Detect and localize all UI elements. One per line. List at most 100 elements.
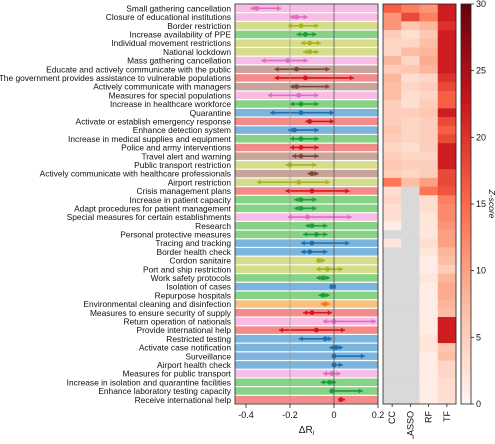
arrow-high	[325, 292, 330, 298]
mean-point	[329, 371, 335, 376]
heatmap-cell	[383, 30, 402, 40]
arrow-low	[294, 205, 299, 211]
heatmap-cell	[383, 160, 402, 170]
heatmap-cell	[419, 30, 439, 40]
heatmap-cell	[383, 4, 402, 13]
row-label: Actively communicate with healthcare pro…	[40, 169, 231, 179]
arrow-low	[250, 5, 255, 11]
heatmap-cell	[383, 377, 402, 387]
row-band	[235, 4, 378, 13]
heatmap-cell	[383, 325, 402, 335]
heatmap-cell	[383, 21, 402, 31]
arrow-low	[290, 14, 294, 20]
heatmap-cell	[401, 334, 420, 344]
arrow-high	[303, 58, 308, 64]
heatmap-cell	[437, 30, 457, 40]
colorbar-step	[461, 357, 471, 365]
mean-point	[294, 66, 299, 72]
heatmap-cell	[401, 160, 420, 170]
mean-point	[294, 84, 299, 90]
colorbar-step	[461, 64, 471, 72]
heatmap-cell	[401, 186, 420, 196]
heatmap-cell	[437, 99, 457, 109]
heatmap-cell	[437, 12, 457, 22]
arrow-high	[314, 153, 319, 159]
arrow-low	[257, 179, 261, 185]
colorbar-step	[461, 104, 471, 112]
heatmap-cell	[401, 4, 420, 13]
heatmap-col-label: CC	[387, 411, 397, 424]
heatmap-cell	[401, 108, 420, 118]
mean-point	[338, 397, 343, 403]
heatmap-cell	[437, 73, 457, 83]
row-label: The government provides assistance to vu…	[0, 73, 231, 83]
colorbar-step	[461, 204, 471, 212]
row-label: Increase in patient capacity	[130, 195, 232, 205]
arrow-low	[323, 371, 327, 377]
arrow-high	[314, 171, 319, 177]
heatmap-cell	[401, 238, 420, 248]
heatmap-cell	[437, 238, 457, 248]
heatmap-cell	[401, 143, 420, 153]
heatmap-cell	[437, 204, 457, 213]
heatmap-cell	[401, 117, 420, 127]
arrow-high	[358, 388, 363, 394]
heatmap-cell	[419, 117, 439, 127]
heatmap-cell	[437, 377, 457, 387]
heatmap-cell	[383, 212, 402, 222]
heatmap-cell	[437, 56, 457, 66]
heatmap-cell	[419, 82, 439, 92]
mean-point	[298, 23, 304, 29]
heatmap-cell	[437, 125, 457, 135]
row-label: Increase in healthcare workforce	[110, 99, 231, 109]
heatmap-cell	[419, 317, 439, 327]
heatmap-cell	[401, 247, 420, 257]
x-axis-label-subscript: i	[313, 430, 315, 437]
colorbar-step	[461, 384, 471, 392]
heatmap-cell	[383, 90, 402, 100]
heatmap-cell	[383, 56, 402, 66]
row-label: Enhance laboratory testing capacity	[98, 386, 231, 396]
heatmap-cell	[419, 273, 439, 283]
row-label: Cordon sanitaire	[170, 256, 232, 266]
heatmap-cell	[419, 108, 439, 118]
heatmap-cell	[401, 177, 420, 187]
mean-point	[307, 49, 313, 55]
x-tick-label: -0.2	[282, 410, 298, 420]
heatmap-cell	[383, 73, 402, 83]
arrow-high	[345, 240, 350, 246]
heatmap-cell	[419, 38, 439, 48]
heatmap-cell	[419, 56, 439, 66]
heatmap-cell	[401, 256, 420, 266]
heatmap-cell	[437, 90, 457, 100]
heatmap-cell	[383, 351, 402, 361]
heatmap-cell	[383, 264, 402, 274]
arrow-low	[301, 240, 305, 246]
colorbar-step	[461, 297, 471, 305]
heatmap-cell	[437, 282, 457, 292]
colorbar-step	[461, 264, 471, 272]
heatmap-cell	[383, 273, 402, 283]
arrow-low	[270, 110, 275, 116]
heatmap-cell	[419, 177, 439, 187]
colorbar-step	[461, 197, 471, 205]
colorbar-step	[461, 170, 471, 178]
heatmap-cell	[437, 386, 457, 396]
heatmap-cell	[401, 56, 420, 66]
colorbar-step	[461, 137, 471, 145]
heatmap-cell	[419, 369, 439, 379]
heatmap-cell	[437, 151, 457, 161]
heatmap-cell	[437, 325, 457, 335]
heatmap-cell	[419, 377, 439, 387]
arrow-high	[277, 5, 282, 11]
arrow-low	[323, 318, 327, 324]
heatmap-cell	[383, 247, 402, 257]
heatmap-cell	[419, 143, 439, 153]
heatmap-cell	[401, 47, 420, 57]
arrow-high	[327, 310, 332, 316]
arrow-high	[325, 66, 330, 72]
colorbar-step	[461, 337, 471, 345]
heatmap-cell	[419, 247, 439, 257]
arrow-low	[316, 266, 321, 272]
